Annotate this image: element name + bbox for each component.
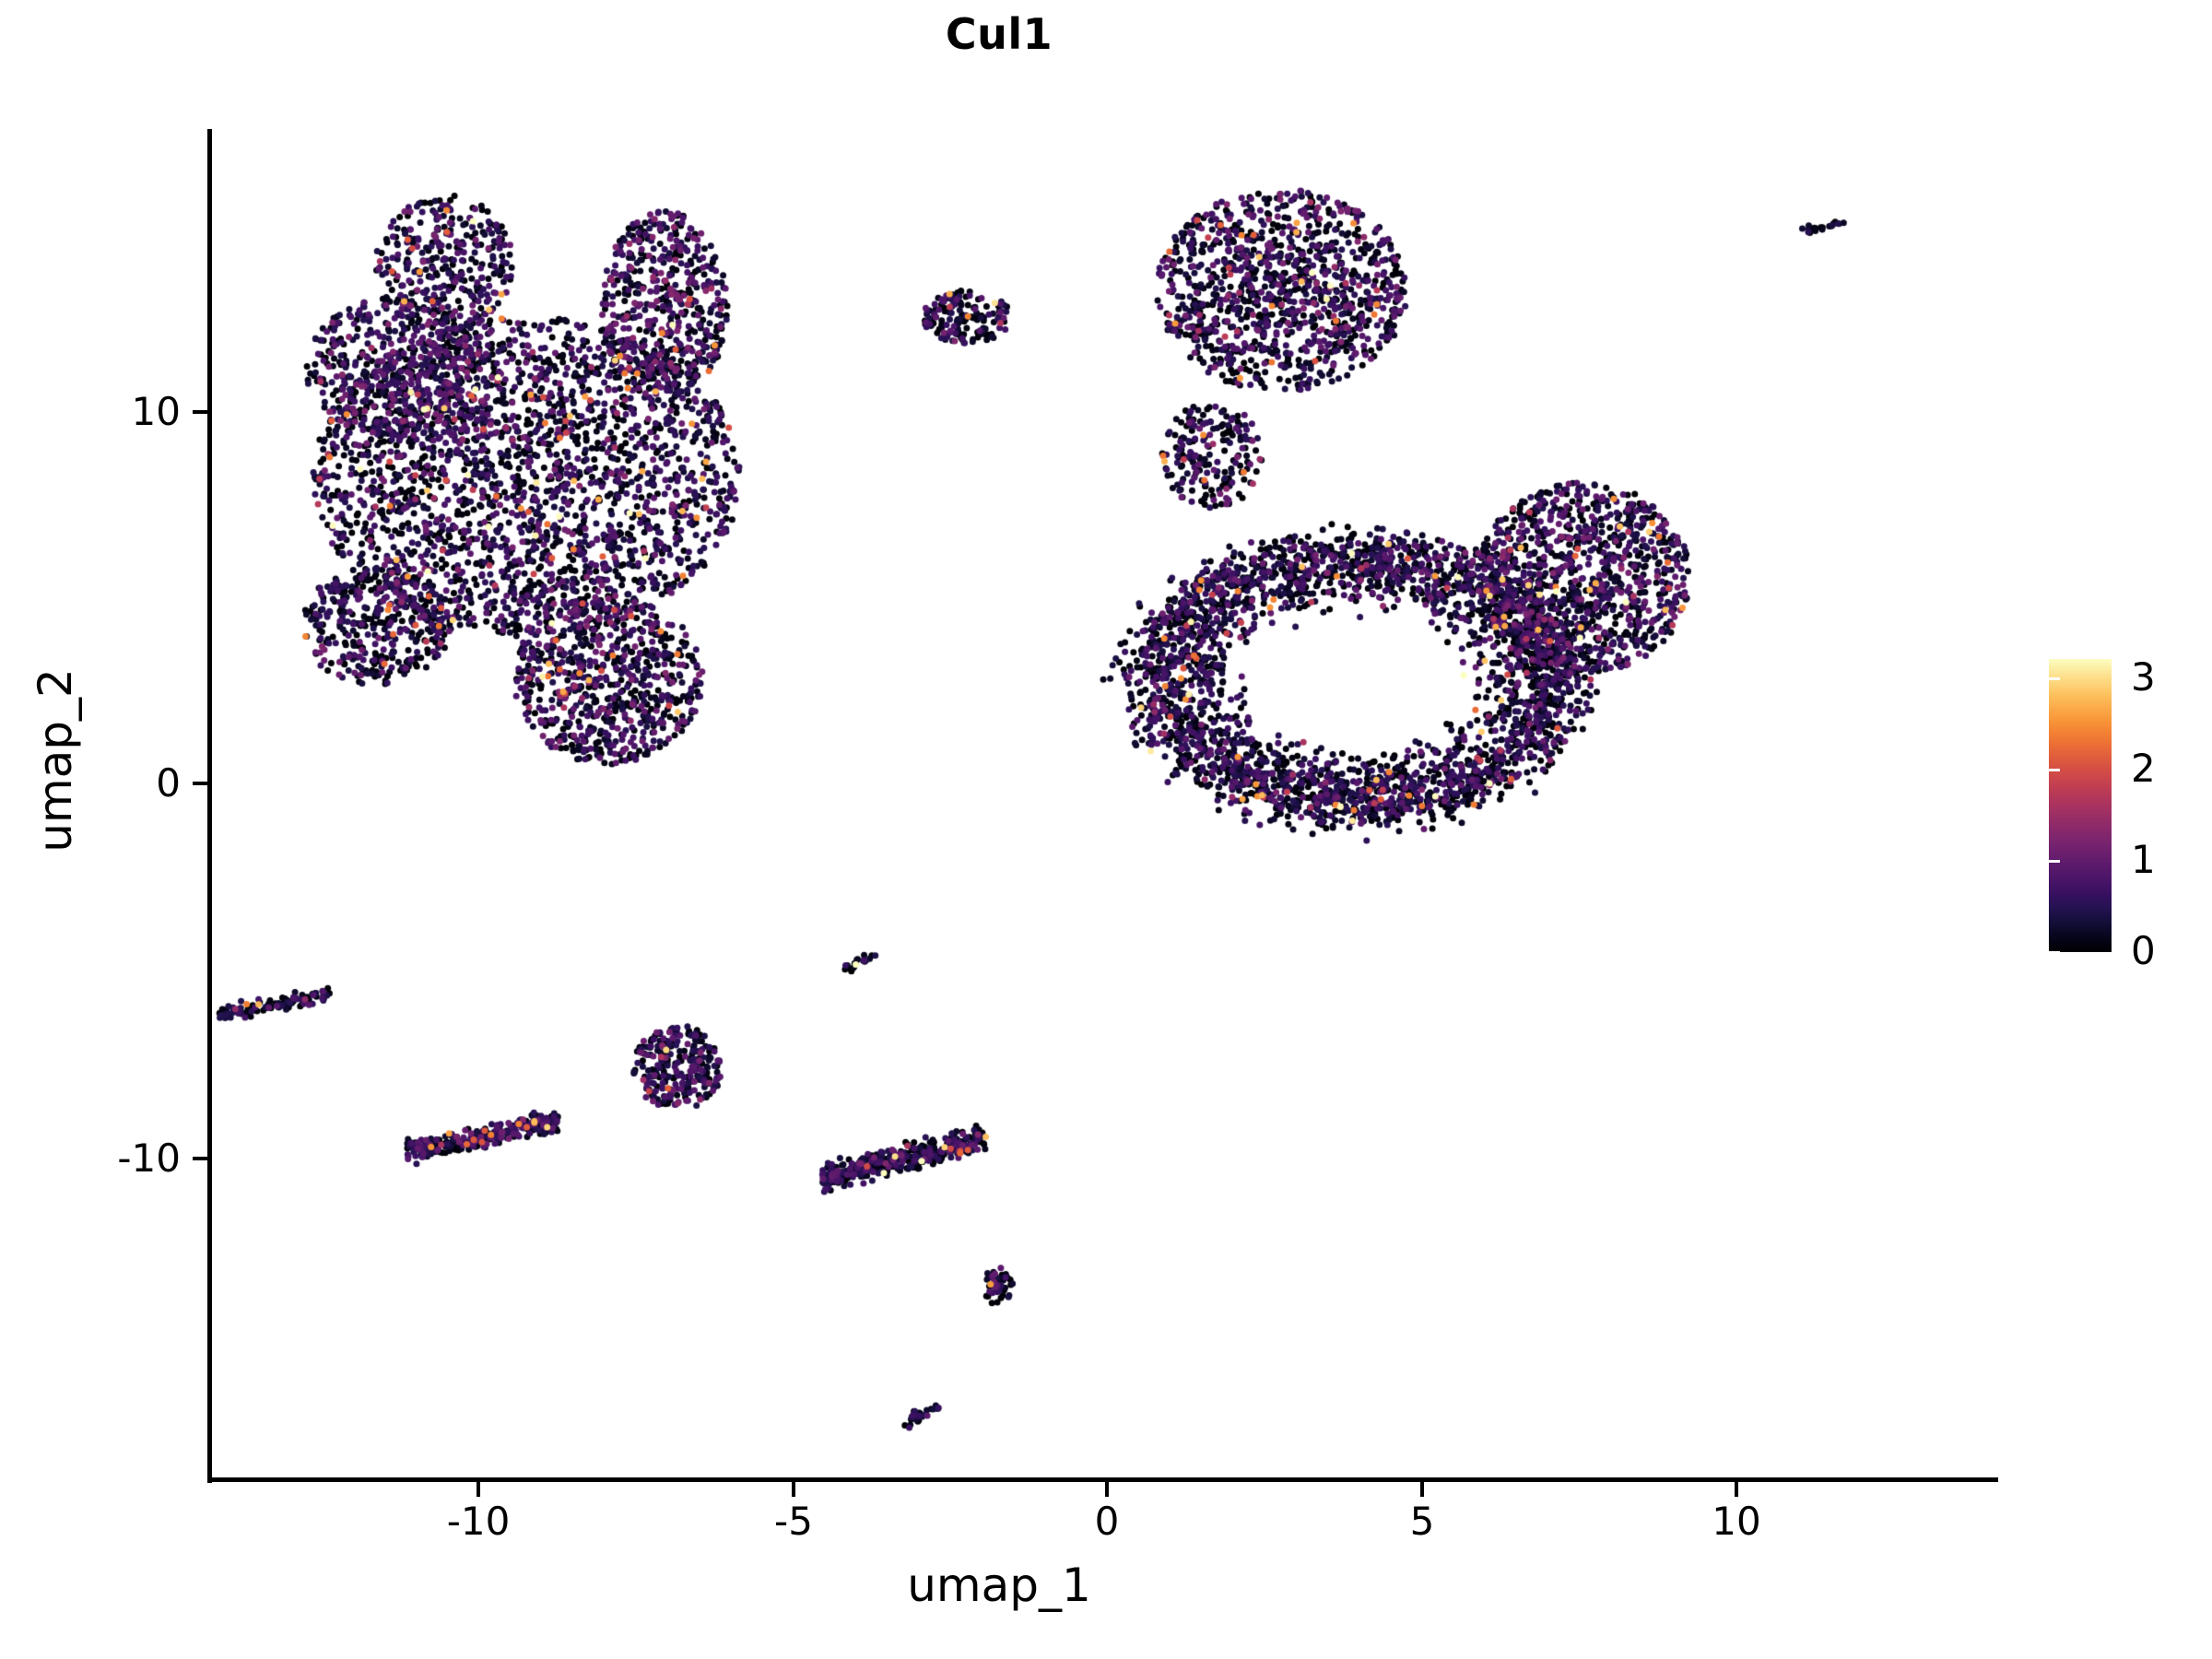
x-axis-spine [207,1477,1998,1482]
x-axis-label: umap_1 [907,1559,1091,1612]
y-tick-mark [193,410,207,414]
colorbar-tick [2049,951,2060,954]
colorbar-gradient [2049,659,2112,952]
y-tick-mark [193,1157,207,1160]
scatter-plot [210,129,1998,1480]
x-tick-mark [477,1482,480,1497]
y-tick-mark [193,782,207,785]
page-title: Cul1 [945,9,1053,59]
y-tick-label: 10 [131,389,181,434]
colorbar-tick [2112,951,2123,954]
colorbar-tick-label: 3 [2131,654,2156,700]
x-tick-label: -5 [774,1499,813,1544]
colorbar-tick-label: 0 [2131,928,2156,973]
colorbar-tick [2049,860,2060,863]
colorbar-tick [2112,769,2123,771]
x-tick-mark [1105,1482,1109,1497]
y-axis-label: umap_2 [29,668,82,853]
plot-area [210,129,1998,1480]
x-tick-label: -10 [446,1499,511,1544]
y-axis-spine [207,129,212,1483]
colorbar-tick [2049,677,2060,680]
x-tick-label: 0 [1094,1499,1120,1544]
colorbar [2049,659,2112,952]
colorbar-tick-label: 1 [2131,837,2156,882]
y-tick-label: 0 [156,760,181,806]
colorbar-tick [2112,860,2123,863]
colorbar-tick [2049,769,2060,771]
y-tick-label: -10 [117,1135,181,1181]
colorbar-tick [2112,677,2123,680]
x-tick-mark [792,1482,795,1497]
x-tick-mark [1420,1482,1424,1497]
colorbar-tick-label: 2 [2131,746,2156,791]
x-tick-label: 10 [1712,1499,1761,1544]
x-tick-label: 5 [1409,1499,1435,1544]
x-tick-mark [1735,1482,1738,1497]
